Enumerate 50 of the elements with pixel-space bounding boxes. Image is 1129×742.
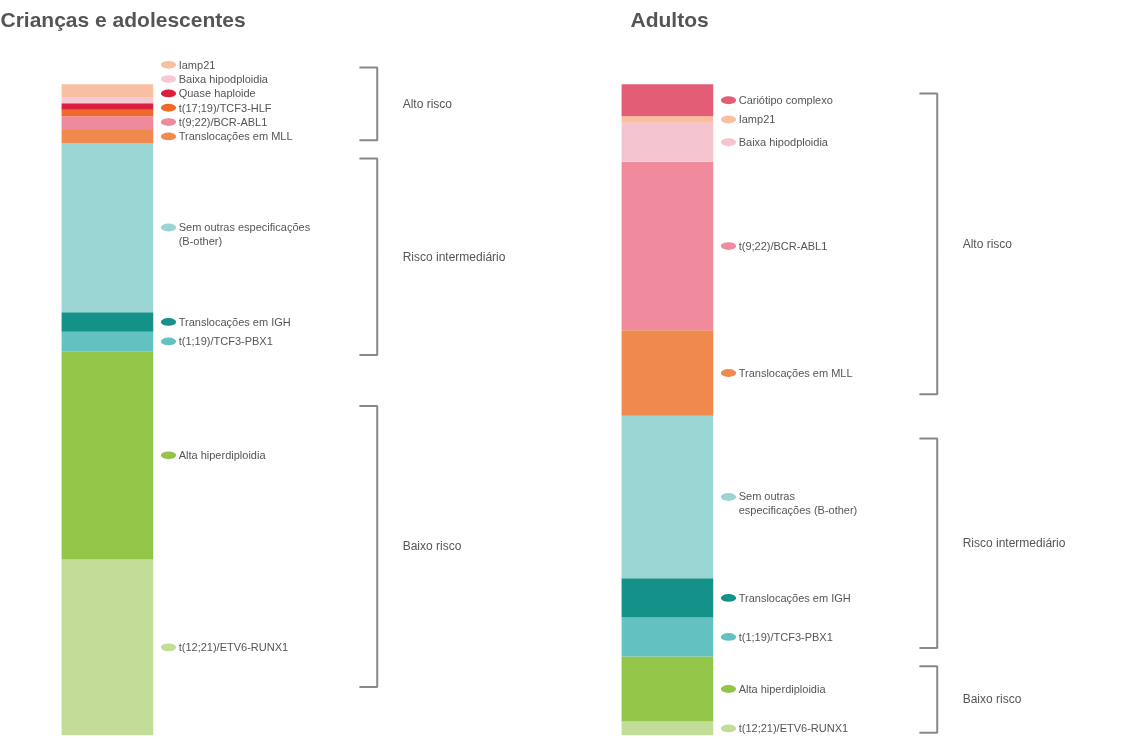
text: Alto risco — [402, 96, 453, 111]
legend-label: t(12;21)/ETV6-RUNX1 — [738, 722, 849, 735]
legend-label: Sem outras especificações (B-other) — [178, 220, 311, 247]
legend-label: Alta hiperdiploidia — [738, 683, 827, 696]
bar — [621, 116, 714, 123]
legend-label: t(12;21)/ETV6-RUNX1 — [178, 641, 289, 654]
bar — [621, 617, 714, 657]
bar — [621, 578, 714, 618]
legend-label: Translocações em IGH — [178, 315, 291, 328]
legend-label: Translocações em MLL — [738, 367, 853, 380]
legend-label: t(17;19)/TCF3-HLF — [178, 101, 272, 114]
legend-label: Iamp21 — [178, 58, 216, 71]
text: Alto risco — [962, 236, 1013, 251]
legend-label: Quase haploide — [178, 87, 256, 100]
bar — [621, 122, 714, 162]
legend-label: t(9;22)/BCR-ABL1 — [738, 240, 828, 253]
legend-label: Translocações em IGH — [738, 591, 851, 604]
legend-label: Baixa hipodploidia — [178, 73, 269, 86]
bar — [621, 161, 714, 331]
bar — [61, 109, 154, 117]
text: Baixo risco — [962, 692, 1022, 707]
chart-title: Crianças e adolescentes — [0, 7, 246, 31]
legend-label: Sem outras especificações (B-other) — [738, 490, 858, 517]
bar — [621, 656, 714, 722]
bar — [61, 97, 154, 104]
bar — [61, 559, 154, 736]
bar — [621, 330, 714, 416]
bar — [61, 351, 154, 560]
bar — [61, 129, 154, 143]
legend-label: Translocações em MLL — [178, 130, 293, 143]
chart-title: Adultos — [630, 7, 709, 31]
text: Baixo risco — [402, 539, 462, 554]
bar — [621, 415, 714, 579]
text: Risco intermediário — [402, 249, 506, 264]
bar — [61, 84, 154, 98]
legend-label: t(1;19)/TCF3-PBX1 — [738, 630, 833, 643]
legend-label: t(9;22)/BCR-ABL1 — [178, 116, 268, 129]
legend-label: Alta hiperdiploidia — [178, 449, 267, 462]
legend-label: Baixa hipodploidia — [738, 136, 829, 149]
bar — [621, 721, 714, 736]
bar — [61, 331, 154, 352]
text: Risco intermediário — [962, 536, 1066, 551]
bar — [61, 142, 154, 313]
legend-label: t(1;19)/TCF3-PBX1 — [178, 335, 273, 348]
bar — [61, 116, 154, 130]
legend-label: Iamp21 — [738, 113, 776, 126]
bar — [621, 84, 714, 117]
bar — [61, 312, 154, 332]
bar — [61, 103, 154, 110]
legend-label: Cariótipo complexo — [738, 94, 833, 107]
